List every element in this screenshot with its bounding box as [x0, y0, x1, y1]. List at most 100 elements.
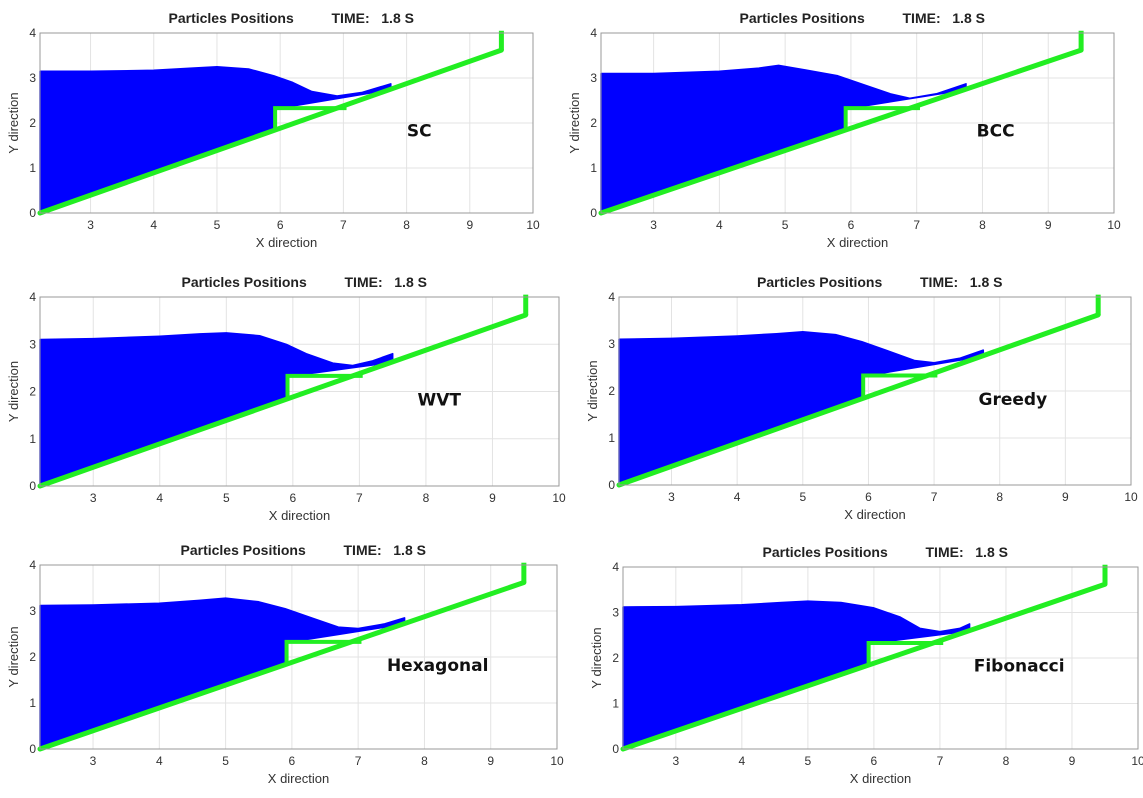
y-tick-label: 2	[29, 650, 36, 664]
chart-bcc: 3 4 5 6 7 8 9 10 0 1 2 3 4 Particles Positions TIME: 1…	[578, 0, 1138, 265]
x-tick-label: 4	[156, 491, 163, 505]
panel-sc: 3 4 5 6 7 8 9 10 0 1 2 3 4 Particles Positions TIME: 1…	[0, 0, 560, 265]
time-label: TIME: 1.8 S	[344, 542, 426, 558]
plot-title: Particles Positions	[169, 10, 294, 26]
x-tick-label: 9	[1069, 754, 1076, 768]
panel-wvt: 3 4 5 6 7 8 9 10 0 1 2 3 4 Particles Positions TIME: 1…	[0, 268, 568, 536]
y-tick-label: 0	[590, 206, 597, 220]
x-tick-label: 3	[650, 218, 657, 232]
method-label: WVT	[417, 391, 461, 411]
x-tick-label: 7	[937, 754, 944, 768]
plot-title: Particles Positions	[182, 274, 307, 290]
y-axis-label: Y direction	[6, 92, 21, 153]
y-tick-label: 2	[590, 116, 597, 130]
x-axis-label: X direction	[269, 508, 330, 523]
chart-fibonacci: 3 4 5 6 7 8 9 10 0 1 2 3 4 Particles Positions TIME: 1…	[578, 535, 1143, 798]
x-tick-label: 10	[1107, 218, 1121, 232]
y-axis-label: Y direction	[585, 360, 600, 421]
time-label: TIME: 1.8 S	[345, 274, 427, 290]
x-tick-label: 7	[913, 218, 920, 232]
x-tick-label: 3	[672, 754, 679, 768]
plot-title: Particles Positions	[740, 10, 865, 26]
y-axis-label: Y direction	[6, 361, 21, 422]
x-tick-label: 8	[423, 491, 430, 505]
x-tick-label: 8	[979, 218, 986, 232]
y-tick-label: 3	[608, 337, 615, 351]
x-tick-label: 10	[1124, 490, 1138, 504]
y-tick-label: 3	[590, 71, 597, 85]
y-tick-label: 0	[29, 742, 36, 756]
x-tick-label: 5	[782, 218, 789, 232]
x-tick-label: 6	[289, 754, 296, 768]
y-tick-label: 1	[590, 161, 597, 175]
x-tick-label: 4	[739, 754, 746, 768]
time-label: TIME: 1.8 S	[926, 544, 1008, 560]
plot-title: Particles Positions	[181, 542, 306, 558]
x-axis-label: X direction	[827, 235, 888, 250]
panel-fibonacci: 3 4 5 6 7 8 9 10 0 1 2 3 4 Particles Positions TIME: 1…	[578, 535, 1143, 798]
y-tick-label: 1	[29, 696, 36, 710]
x-tick-label: 5	[805, 754, 812, 768]
x-tick-label: 6	[871, 754, 878, 768]
x-tick-label: 10	[526, 218, 540, 232]
x-tick-label: 9	[466, 218, 473, 232]
x-tick-label: 7	[355, 754, 362, 768]
panel-greedy: 3 4 5 6 7 8 9 10 0 1 2 3 4 Particles Positions TIME: 1…	[578, 268, 1143, 536]
x-tick-label: 7	[356, 491, 363, 505]
x-tick-label: 9	[489, 491, 496, 505]
x-tick-label: 3	[90, 491, 97, 505]
y-tick-label: 1	[29, 432, 36, 446]
x-tick-label: 10	[550, 754, 564, 768]
x-tick-label: 10	[1131, 754, 1143, 768]
x-tick-label: 10	[552, 491, 566, 505]
y-tick-label: 4	[590, 26, 597, 40]
x-tick-label: 5	[222, 754, 229, 768]
method-label: Greedy	[979, 390, 1048, 410]
y-tick-label: 0	[608, 478, 615, 492]
x-tick-label: 4	[150, 218, 157, 232]
y-tick-label: 0	[29, 206, 36, 220]
panel-hexagonal: 3 4 5 6 7 8 9 10 0 1 2 3 4 Particles Positions TIME: 1…	[0, 535, 568, 798]
x-tick-label: 6	[865, 490, 872, 504]
y-axis-label: Y direction	[567, 92, 582, 153]
x-axis-label: X direction	[844, 507, 905, 522]
x-axis-label: X direction	[268, 771, 329, 786]
x-tick-label: 8	[421, 754, 428, 768]
chart-wvt: 3 4 5 6 7 8 9 10 0 1 2 3 4 Particles Positions TIME: 1…	[0, 268, 568, 536]
chart-hexagonal: 3 4 5 6 7 8 9 10 0 1 2 3 4 Particles Positions TIME: 1…	[0, 535, 568, 798]
x-tick-label: 6	[848, 218, 855, 232]
x-tick-label: 4	[734, 490, 741, 504]
y-tick-label: 4	[29, 558, 36, 572]
x-tick-label: 6	[277, 218, 284, 232]
x-axis-label: X direction	[850, 771, 911, 786]
method-label: Fibonacci	[974, 657, 1065, 677]
y-tick-label: 3	[29, 337, 36, 351]
chart-greedy: 3 4 5 6 7 8 9 10 0 1 2 3 4 Particles Positions TIME: 1…	[578, 268, 1143, 536]
y-axis-label: Y direction	[589, 627, 604, 688]
chart-sc: 3 4 5 6 7 8 9 10 0 1 2 3 4 Particles Positions TIME: 1…	[0, 0, 560, 265]
y-tick-label: 2	[29, 385, 36, 399]
x-tick-label: 3	[87, 218, 94, 232]
y-tick-label: 3	[29, 604, 36, 618]
y-tick-label: 2	[612, 651, 619, 665]
x-tick-label: 3	[90, 754, 97, 768]
x-axis-label: X direction	[256, 235, 317, 250]
y-tick-label: 1	[608, 431, 615, 445]
x-tick-label: 5	[214, 218, 221, 232]
x-tick-label: 8	[1003, 754, 1010, 768]
y-tick-label: 4	[29, 290, 36, 304]
x-tick-label: 5	[799, 490, 806, 504]
x-tick-label: 4	[716, 218, 723, 232]
time-label: TIME: 1.8 S	[903, 10, 985, 26]
x-tick-label: 7	[340, 218, 347, 232]
plot-title: Particles Positions	[763, 544, 888, 560]
y-tick-label: 4	[608, 290, 615, 304]
panel-bcc: 3 4 5 6 7 8 9 10 0 1 2 3 4 Particles Positions TIME: 1…	[578, 0, 1138, 265]
x-tick-label: 3	[668, 490, 675, 504]
y-tick-label: 2	[29, 116, 36, 130]
x-tick-label: 6	[290, 491, 297, 505]
method-label: Hexagonal	[387, 656, 488, 676]
method-label: BCC	[977, 122, 1015, 142]
x-tick-label: 8	[403, 218, 410, 232]
x-tick-label: 9	[487, 754, 494, 768]
